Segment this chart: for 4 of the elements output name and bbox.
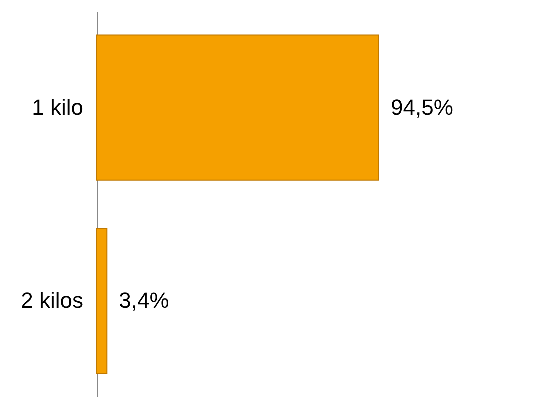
data-label: 94,5% xyxy=(391,94,454,120)
y-tick-label: 2 kilos xyxy=(21,288,84,314)
y-tick-label: 1 kilo xyxy=(32,94,84,120)
data-label: 3,4% xyxy=(119,288,170,314)
